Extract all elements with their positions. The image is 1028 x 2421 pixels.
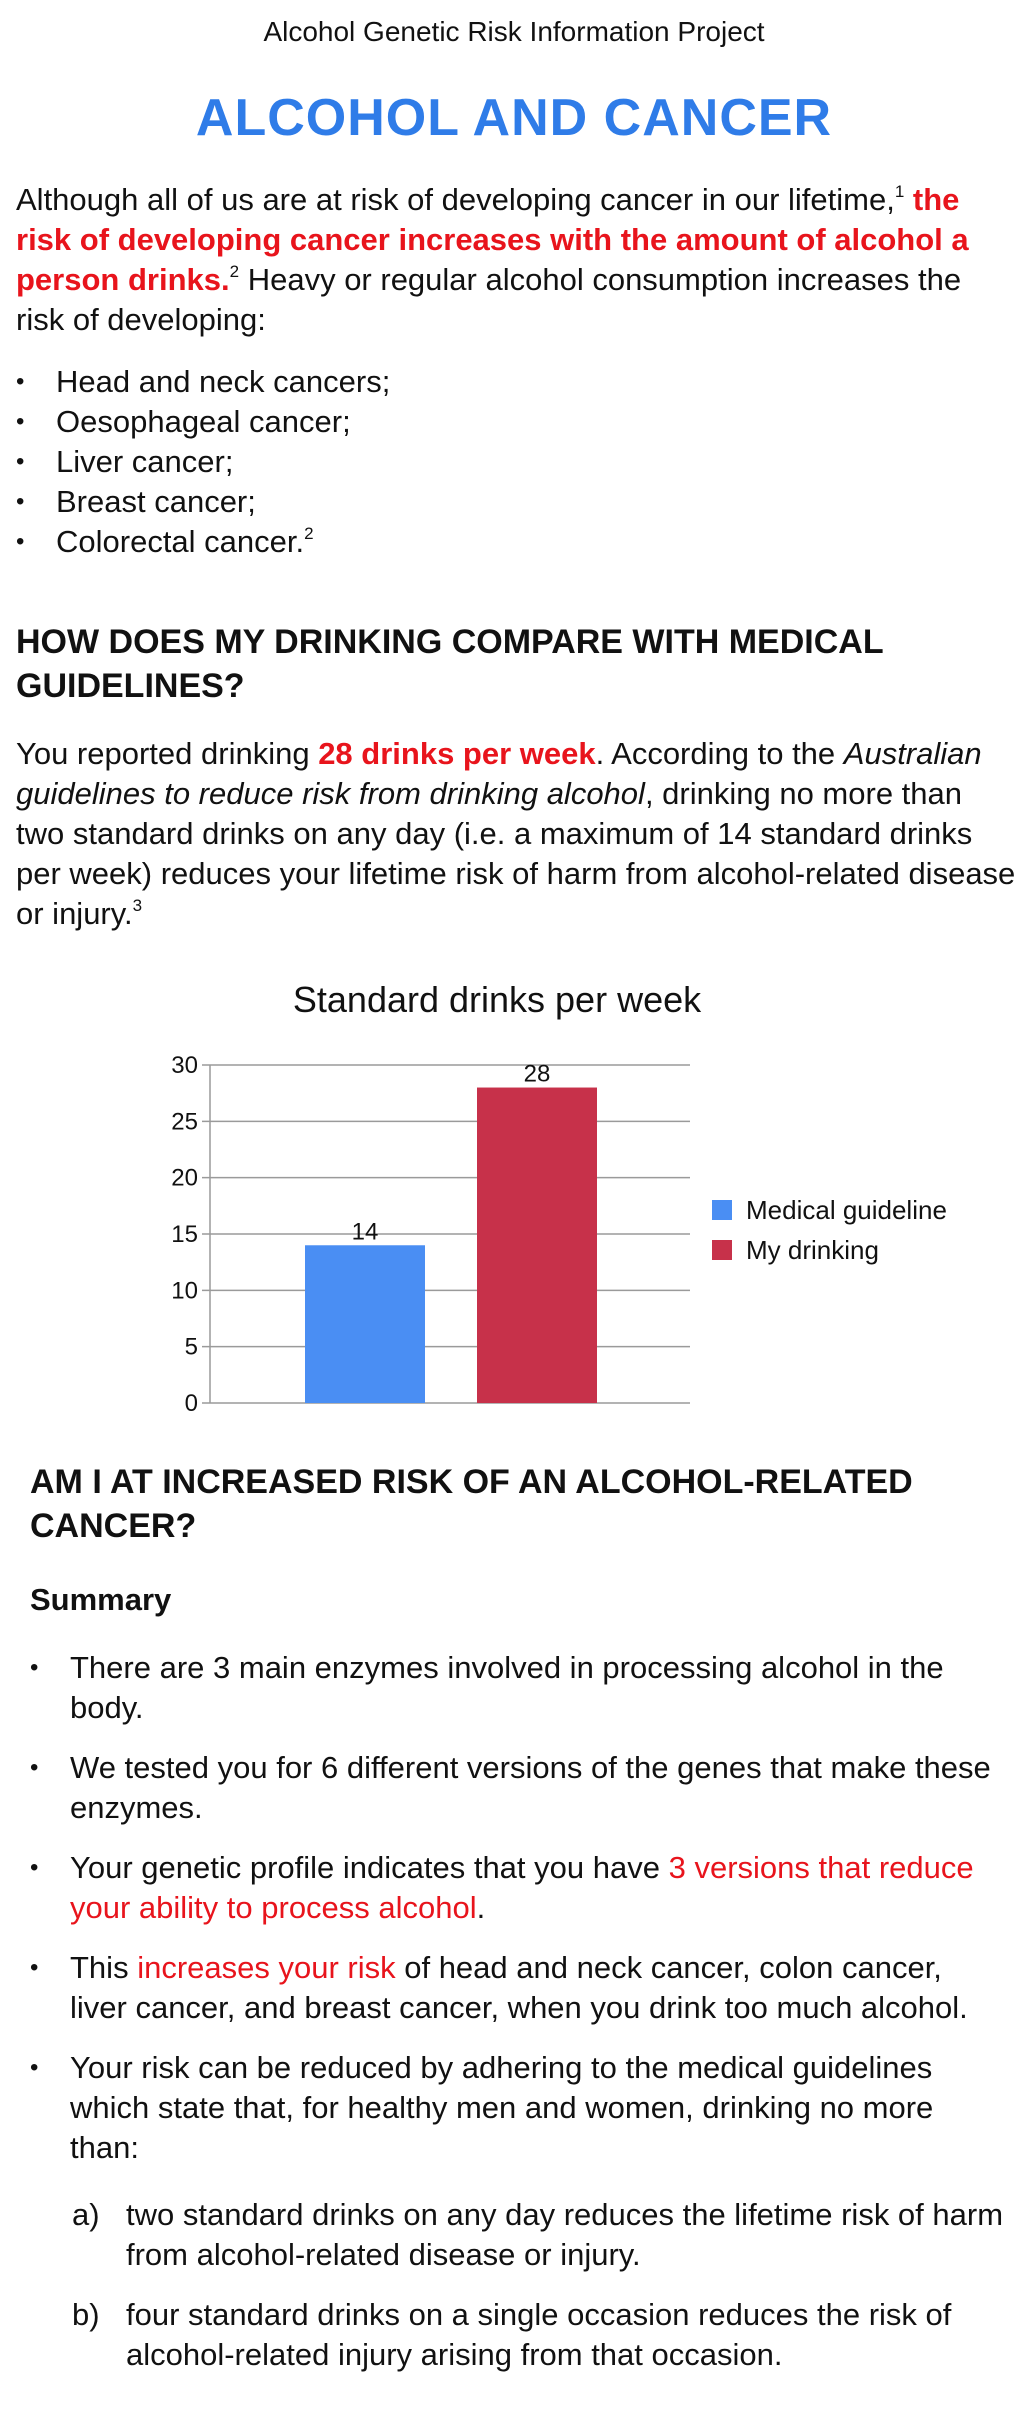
y-tick-label: 5 <box>185 1334 198 1361</box>
guidelines-text: , drinking no more than two standard dri… <box>16 776 1016 931</box>
footnote-ref: 2 <box>229 262 240 281</box>
guidelines-text: . According to the <box>595 736 844 771</box>
cancer-risk-list: Head and neck cancers; Oesophageal cance… <box>16 362 1006 562</box>
list-item-text: Liver cancer; <box>56 444 234 479</box>
item-label: a) <box>72 2197 100 2232</box>
y-tick-label: 25 <box>171 1108 198 1135</box>
summary-list: There are 3 main enzymes involved in pro… <box>30 1648 1005 2188</box>
increased-risk-highlight: increases your risk <box>137 1950 396 1985</box>
intro-emphasis: the risk of developing cancer increases … <box>16 182 969 297</box>
intro-text: Although all of us are at risk of develo… <box>16 182 895 217</box>
summary-heading: Summary <box>30 1582 172 1617</box>
list-item-text: Head and neck cancers; <box>56 364 391 399</box>
footnote-ref: 2 <box>304 524 314 543</box>
intro-period: . <box>221 262 230 297</box>
bar <box>305 1245 425 1403</box>
list-item: There are 3 main enzymes involved in pro… <box>30 1648 1005 1728</box>
drinks-bar-chart: Standard drinks per week 0 5 10 15 20 25 30 14… <box>171 979 947 1417</box>
list-item: Head and neck cancers; <box>16 362 1006 402</box>
page-title: ALCOHOL AND CANCER <box>195 89 833 147</box>
legend-swatch <box>712 1200 732 1220</box>
legend-label: My drinking <box>746 1235 879 1265</box>
footnote-ref: 3 <box>132 896 143 915</box>
footnote-ref: 1 <box>894 182 905 201</box>
y-tick-label: 0 <box>185 1390 198 1417</box>
item-text: two standard drinks on any day reduces t… <box>126 2197 1004 2272</box>
list-item-text: of head and neck cancer, colon cancer, l… <box>70 1950 968 2025</box>
list-item-text: Oesophageal cancer; <box>56 404 351 439</box>
section-heading-risk: AM I AT INCREASED RISK OF AN ALCOHOL-REL… <box>30 1463 913 1545</box>
list-item: This increases your risk of head and nec… <box>30 1948 1005 2028</box>
list-item-text: This <box>70 1950 138 1985</box>
list-item: Colorectal cancer.2 <box>16 522 1006 562</box>
guideline-title: Australian guidelines to reduce risk fro… <box>16 736 982 811</box>
legend-label: Medical guideline <box>746 1195 947 1225</box>
item-label: b) <box>72 2297 100 2332</box>
chart-title: Standard drinks per week <box>293 979 702 1020</box>
list-item: We tested you for 6 different versions o… <box>30 1748 1005 1828</box>
list-item-text: Your genetic profile indicates that you … <box>70 1850 669 1885</box>
section-heading-guidelines: HOW DOES MY DRINKING COMPARE WITH MEDICA… <box>16 623 883 705</box>
y-tick-label: 10 <box>171 1277 198 1304</box>
project-name: Alcohol Genetic Risk Information Project <box>263 16 765 47</box>
list-item: Your genetic profile indicates that you … <box>30 1848 1005 1928</box>
list-item-text: Your risk can be reduced by adhering to … <box>70 2050 934 2165</box>
guidelines-paragraph: You reported drinking 28 drinks per week… <box>16 734 1016 934</box>
item-text: four standard drinks on a single occasio… <box>126 2297 952 2372</box>
intro-text-end: Heavy or regular alcohol consumption inc… <box>16 262 962 337</box>
guideline-item-a: a) two standard drinks on any day reduces… <box>72 2195 1012 2275</box>
list-item-text: Breast cancer; <box>56 484 256 519</box>
guideline-item-b: b) four standard drinks on a single occas… <box>72 2295 1012 2375</box>
legend-swatch <box>712 1240 732 1260</box>
list-item: Breast cancer; <box>16 482 1006 522</box>
intro-paragraph: Although all of us are at risk of develo… <box>16 180 1006 340</box>
y-tick-label: 30 <box>171 1052 198 1079</box>
list-item-text: . <box>476 1890 486 1925</box>
y-tick-label: 20 <box>171 1165 198 1192</box>
list-item-text: Colorectal cancer. <box>56 524 305 559</box>
list-item: Oesophageal cancer; <box>16 402 1006 442</box>
data-label: 14 <box>352 1218 379 1245</box>
data-label: 28 <box>524 1061 551 1088</box>
list-item: Liver cancer; <box>16 442 1006 482</box>
drinks-per-week: 28 drinks per week <box>318 736 596 771</box>
list-item: Your risk can be reduced by adhering to … <box>30 2048 1005 2168</box>
bar <box>477 1087 597 1403</box>
reduced-ability-highlight: 3 versions that reduce your ability to p… <box>70 1850 974 1925</box>
list-item-text: We tested you for 6 different versions o… <box>70 1750 991 1825</box>
list-item-text: There are 3 main enzymes involved in pro… <box>70 1650 944 1725</box>
guidelines-text: You reported drinking <box>16 736 319 771</box>
y-tick-label: 15 <box>171 1221 198 1248</box>
